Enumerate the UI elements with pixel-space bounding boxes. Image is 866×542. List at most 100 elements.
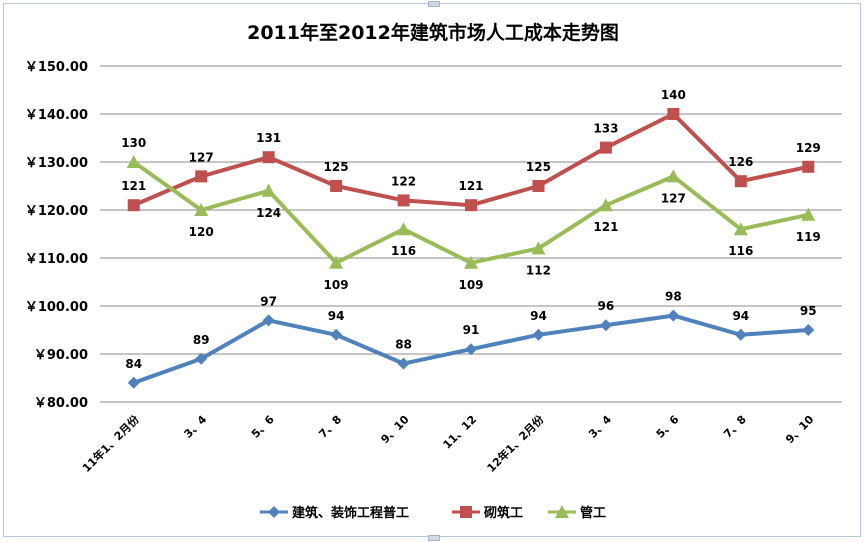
data-label: 94: [732, 309, 749, 323]
data-label: 122: [391, 174, 416, 188]
data-label: 124: [256, 206, 281, 220]
y-tick-label: ￥130.00: [25, 156, 88, 171]
data-point: [127, 376, 140, 389]
y-tick-label: ￥90.00: [34, 348, 88, 363]
data-label: 116: [728, 244, 753, 258]
x-tick-label: 5、6: [654, 413, 682, 441]
chart-title: 2011年至2012年建筑市场人工成本走势图: [247, 21, 619, 44]
x-tick-label: 9、10: [378, 413, 411, 446]
data-point: [532, 328, 545, 341]
data-point: [734, 328, 747, 341]
data-label-layer: 84 89 97 94 88 91 94 96 98 94 95 121 127 131 125 122 121…: [121, 88, 821, 371]
data-label: 127: [661, 191, 686, 205]
data-point: [330, 328, 343, 341]
y-tick-label: ￥80.00: [34, 396, 88, 411]
data-point: [396, 222, 411, 236]
data-point: [126, 155, 141, 168]
data-point: [127, 199, 140, 212]
data-point: [667, 108, 680, 120]
data-point: [599, 319, 612, 332]
data-point: [666, 169, 681, 183]
x-tick-label: 11、12: [440, 413, 479, 452]
data-label: 133: [593, 122, 618, 136]
legend-label: 砌筑工: [483, 505, 523, 521]
data-label: 109: [324, 278, 349, 292]
data-label: 89: [193, 333, 210, 347]
data-point: [465, 199, 477, 212]
data-point: [801, 207, 816, 221]
resize-handle-bottom[interactable]: [428, 535, 440, 541]
x-tick-label: 9、10: [783, 413, 816, 446]
x-tick-label: 12年1、2月份: [484, 412, 547, 475]
y-tick-label: ￥140.00: [25, 108, 88, 123]
data-point: [261, 183, 276, 197]
data-label: 129: [796, 141, 821, 155]
data-label: 121: [458, 179, 483, 193]
data-label: 130: [121, 136, 146, 150]
y-tick-label: ￥100.00: [25, 300, 88, 315]
data-point: [330, 180, 343, 192]
data-label: 125: [324, 160, 349, 174]
y-tick-label: ￥110.00: [25, 252, 88, 267]
data-point: [598, 198, 613, 212]
data-label: 84: [125, 357, 142, 371]
y-axis-tick-labels: ￥80.00 ￥90.00 ￥100.00 ￥110.00 ￥120.00 ￥130.00…: [25, 60, 88, 411]
legend-label: 管工: [580, 505, 606, 521]
data-label: 127: [189, 150, 214, 164]
data-point: [733, 222, 748, 236]
data-point: [465, 343, 477, 356]
data-point: [532, 180, 545, 192]
data-label: 131: [256, 131, 281, 145]
data-label: 94: [530, 309, 547, 323]
x-tick-label: 3、4: [586, 413, 614, 441]
legend-marker: [268, 506, 280, 518]
data-label: 98: [665, 290, 682, 304]
resize-handle-top[interactable]: [428, 1, 440, 7]
x-axis-tick-labels: 11年1、2月份 3、4 5、6 7、8 9、10 11、12 12年1、2月份 3、4 5、6…: [79, 412, 816, 475]
data-point: [397, 357, 410, 370]
data-point: [262, 314, 275, 327]
data-point: [802, 160, 815, 173]
data-point: [262, 151, 275, 164]
data-label: 121: [593, 220, 618, 234]
x-tick-label: 3、4: [182, 413, 210, 441]
y-tick-label: ￥150.00: [25, 60, 88, 75]
y-tick-label: ￥120.00: [25, 204, 88, 219]
data-point: [195, 352, 208, 365]
data-point: [531, 241, 546, 255]
x-tick-label: 5、6: [249, 413, 277, 441]
data-label: 116: [391, 244, 416, 258]
data-label: 125: [526, 160, 551, 174]
data-label: 97: [260, 294, 277, 308]
legend-marker: [555, 505, 569, 518]
data-label: 126: [728, 155, 753, 169]
data-label: 119: [796, 230, 821, 244]
data-label: 112: [526, 263, 551, 277]
data-point: [397, 194, 410, 207]
data-point: [599, 141, 612, 154]
data-point: [329, 255, 344, 269]
data-label: 120: [189, 225, 214, 239]
data-label: 94: [328, 309, 345, 323]
legend: 建筑、装饰工程普工 砌筑工 管工: [260, 505, 606, 521]
x-tick-label: 11年1、2月份: [79, 412, 142, 475]
data-point: [802, 324, 815, 336]
data-label: 140: [661, 88, 686, 102]
legend-item: 砌筑工: [452, 505, 523, 521]
data-point: [194, 203, 209, 216]
data-point: [464, 255, 478, 269]
legend-item: 管工: [548, 505, 606, 521]
series-layer: [126, 108, 816, 389]
series-2: [127, 108, 815, 212]
chart-frame: [3, 3, 861, 537]
data-point: [667, 309, 680, 322]
series-line: [132, 160, 809, 265]
data-point: [195, 170, 208, 183]
legend-marker: [460, 506, 472, 518]
x-tick-label: 7、8: [721, 413, 749, 441]
x-tick-label: 7、8: [316, 413, 344, 441]
data-label: 91: [463, 323, 480, 337]
data-label: 109: [458, 278, 483, 292]
data-label: 121: [121, 179, 146, 193]
